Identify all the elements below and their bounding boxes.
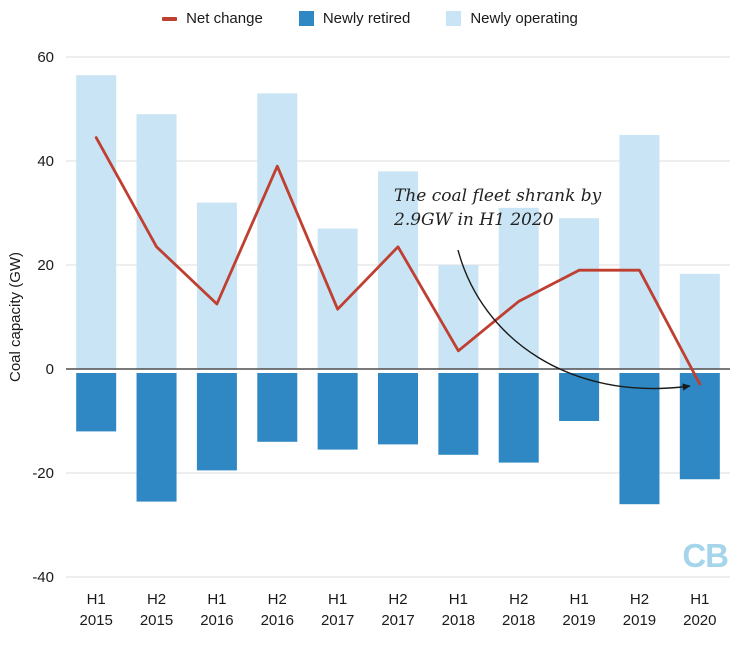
y-axis-label: Coal capacity (GW) <box>7 252 24 382</box>
x-tick-label: H1 <box>87 591 106 608</box>
bar-newly-retired <box>76 373 117 432</box>
bar-newly-retired <box>619 373 660 505</box>
bar-newly-retired <box>438 373 479 455</box>
x-tick-label: 2015 <box>79 612 112 629</box>
bar-newly-operating <box>257 93 298 370</box>
y-tick-label: 40 <box>37 153 54 170</box>
bar-newly-operating <box>679 273 720 369</box>
x-tick-label: H1 <box>207 591 226 608</box>
net-change-line-icon <box>162 16 178 21</box>
bar-newly-operating <box>317 228 358 369</box>
bar-newly-operating <box>498 207 539 369</box>
chart-annotation: The coal fleet shrank by 2.9GW in H1 202… <box>394 185 601 233</box>
legend-label-newly-retired: Newly retired <box>322 10 411 27</box>
newly-operating-swatch-icon <box>446 11 462 26</box>
bar-newly-retired <box>317 373 358 450</box>
x-tick-label: 2016 <box>200 612 233 629</box>
x-tick-label: 2018 <box>502 612 535 629</box>
legend-label-net-change: Net change <box>186 10 263 27</box>
y-tick-label: 20 <box>37 257 54 274</box>
chart-legend: Net change Newly retired Newly operating <box>0 10 740 27</box>
legend-item-newly-operating: Newly operating <box>446 10 578 27</box>
x-tick-label: H2 <box>630 591 649 608</box>
bar-newly-retired <box>378 373 418 445</box>
x-tick-label: H1 <box>449 591 468 608</box>
bar-newly-operating <box>619 135 660 369</box>
bar-newly-retired <box>257 373 298 442</box>
bar-newly-operating <box>559 218 600 369</box>
bar-newly-operating <box>136 114 177 369</box>
x-tick-label: 2020 <box>683 612 716 629</box>
x-tick-label: 2018 <box>442 612 475 629</box>
x-tick-label: 2019 <box>562 612 595 629</box>
x-tick-label: 2017 <box>381 612 414 629</box>
x-tick-label: H2 <box>509 591 528 608</box>
y-tick-label: 60 <box>37 49 54 66</box>
x-tick-label: H1 <box>690 591 709 608</box>
x-tick-label: H2 <box>268 591 287 608</box>
net-change-line <box>94 136 702 386</box>
bar-newly-retired <box>136 373 177 502</box>
bar-newly-operating <box>438 265 479 369</box>
bar-newly-operating <box>76 75 117 369</box>
annotation-arrow <box>457 249 691 391</box>
legend-item-net-change: Net change <box>162 10 263 27</box>
net-change-line-layer <box>94 136 702 386</box>
x-tick-label: H1 <box>328 591 347 608</box>
legend-label-newly-operating: Newly operating <box>470 10 578 27</box>
newly-retired-swatch-icon <box>298 11 314 26</box>
x-tick-label: 2016 <box>261 612 294 629</box>
carbon-brief-logo: CB <box>682 537 729 574</box>
legend-item-newly-retired: Newly retired <box>298 10 411 27</box>
y-tick-label: -20 <box>32 465 54 482</box>
y-tick-label: 0 <box>46 361 54 378</box>
bar-newly-operating <box>196 202 237 369</box>
x-tick-label: 2017 <box>321 612 354 629</box>
annotation-line-1: The coal fleet shrank by <box>394 186 602 206</box>
x-tick-label: H1 <box>569 591 588 608</box>
bar-newly-retired <box>196 373 237 471</box>
annotation-line-2: 2.9GW in H1 2020 <box>394 209 554 230</box>
x-tick-label: 2019 <box>623 612 656 629</box>
bar-newly-retired <box>679 373 720 480</box>
x-tick-label: 2015 <box>140 612 173 629</box>
bar-newly-retired <box>498 373 539 463</box>
x-tick-label: H2 <box>388 591 407 608</box>
axis-labels-layer: 60 40 20 0 -20 -40 H1 2015 H2 2015 H1 2016 H2 2016 H1 2… <box>32 49 716 629</box>
bars-layer <box>66 75 730 505</box>
x-tick-label: H2 <box>147 591 166 608</box>
y-tick-label: -40 <box>32 569 54 586</box>
